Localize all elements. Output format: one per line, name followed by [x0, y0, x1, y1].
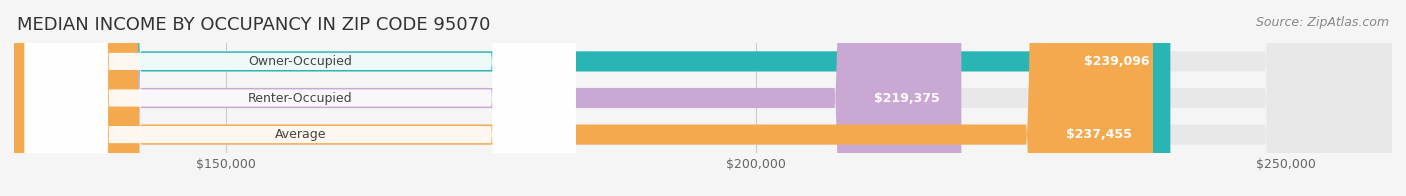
FancyBboxPatch shape	[14, 0, 1392, 196]
FancyBboxPatch shape	[25, 0, 576, 196]
FancyBboxPatch shape	[25, 0, 576, 196]
FancyBboxPatch shape	[14, 0, 962, 196]
Text: Average: Average	[274, 128, 326, 141]
Text: $237,455: $237,455	[1066, 128, 1132, 141]
FancyBboxPatch shape	[25, 0, 576, 196]
FancyBboxPatch shape	[14, 0, 1153, 196]
Text: Source: ZipAtlas.com: Source: ZipAtlas.com	[1256, 16, 1389, 29]
FancyBboxPatch shape	[14, 0, 1170, 196]
FancyBboxPatch shape	[14, 0, 1392, 196]
Text: $239,096: $239,096	[1084, 55, 1149, 68]
FancyBboxPatch shape	[14, 0, 1392, 196]
Text: Owner-Occupied: Owner-Occupied	[249, 55, 352, 68]
Text: Renter-Occupied: Renter-Occupied	[247, 92, 353, 104]
Text: $219,375: $219,375	[875, 92, 941, 104]
Text: MEDIAN INCOME BY OCCUPANCY IN ZIP CODE 95070: MEDIAN INCOME BY OCCUPANCY IN ZIP CODE 9…	[17, 16, 491, 34]
